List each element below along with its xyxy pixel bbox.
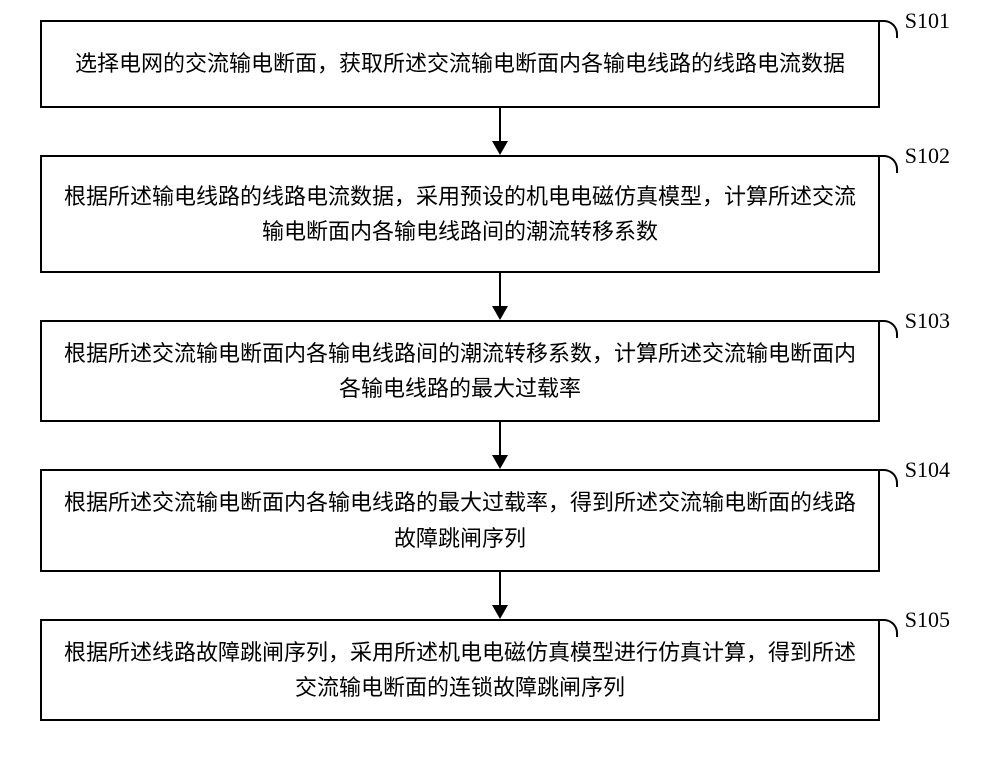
arrow-2-3 xyxy=(492,273,508,320)
step-wrapper-4: 根据所述交流输电断面内各输电线路的最大过载率，得到所述交流输电断面的线路故障跳闸… xyxy=(40,469,960,571)
step-text-s103: 根据所述交流输电断面内各输电线路间的潮流转移系数，计算所述交流输电断面内各输电线… xyxy=(62,336,858,406)
step-wrapper-3: 根据所述交流输电断面内各输电线路间的潮流转移系数，计算所述交流输电断面内各输电线… xyxy=(40,320,960,422)
arrow-head-icon xyxy=(492,605,508,619)
step-box-s101: 选择电网的交流输电断面，获取所述交流输电断面内各输电线路的线路电流数据 xyxy=(40,20,880,108)
arrow-line xyxy=(499,422,501,456)
step-box-s105: 根据所述线路故障跳闸序列，采用所述机电电磁仿真模型进行仿真计算，得到所述交流输电… xyxy=(40,619,880,721)
arrow-line xyxy=(499,273,501,307)
step-label-s102: S102 xyxy=(905,143,950,169)
step-wrapper-2: 根据所述输电线路的线路电流数据，采用预设的机电电磁仿真模型，计算所述交流输电断面… xyxy=(40,155,960,273)
flowchart-container: 选择电网的交流输电断面，获取所述交流输电断面内各输电线路的线路电流数据 S101… xyxy=(40,20,960,721)
step-label-s104: S104 xyxy=(905,457,950,483)
arrow-3-4 xyxy=(492,422,508,469)
step-wrapper-5: 根据所述线路故障跳闸序列，采用所述机电电磁仿真模型进行仿真计算，得到所述交流输电… xyxy=(40,619,960,721)
step-box-s102: 根据所述输电线路的线路电流数据，采用预设的机电电磁仿真模型，计算所述交流输电断面… xyxy=(40,155,880,273)
step-label-s101: S101 xyxy=(905,8,950,34)
step-label-s105: S105 xyxy=(905,607,950,633)
arrow-head-icon xyxy=(492,455,508,469)
label-connector-s102 xyxy=(858,155,898,173)
step-wrapper-1: 选择电网的交流输电断面，获取所述交流输电断面内各输电线路的线路电流数据 S101 xyxy=(40,20,960,108)
label-connector-s103 xyxy=(858,320,898,338)
arrow-1-2 xyxy=(492,108,508,155)
label-connector-s105 xyxy=(858,619,898,637)
step-text-s104: 根据所述交流输电断面内各输电线路的最大过载率，得到所述交流输电断面的线路故障跳闸… xyxy=(62,485,858,555)
arrow-head-icon xyxy=(492,141,508,155)
arrow-head-icon xyxy=(492,306,508,320)
step-text-s101: 选择电网的交流输电断面，获取所述交流输电断面内各输电线路的线路电流数据 xyxy=(75,46,845,81)
step-text-s105: 根据所述线路故障跳闸序列，采用所述机电电磁仿真模型进行仿真计算，得到所述交流输电… xyxy=(62,635,858,705)
arrow-line xyxy=(499,108,501,142)
step-text-s102: 根据所述输电线路的线路电流数据，采用预设的机电电磁仿真模型，计算所述交流输电断面… xyxy=(62,179,858,249)
arrow-line xyxy=(499,572,501,606)
label-connector-s101 xyxy=(858,20,898,38)
step-box-s103: 根据所述交流输电断面内各输电线路间的潮流转移系数，计算所述交流输电断面内各输电线… xyxy=(40,320,880,422)
label-connector-s104 xyxy=(858,469,898,487)
step-box-s104: 根据所述交流输电断面内各输电线路的最大过载率，得到所述交流输电断面的线路故障跳闸… xyxy=(40,469,880,571)
arrow-4-5 xyxy=(492,572,508,619)
step-label-s103: S103 xyxy=(905,308,950,334)
